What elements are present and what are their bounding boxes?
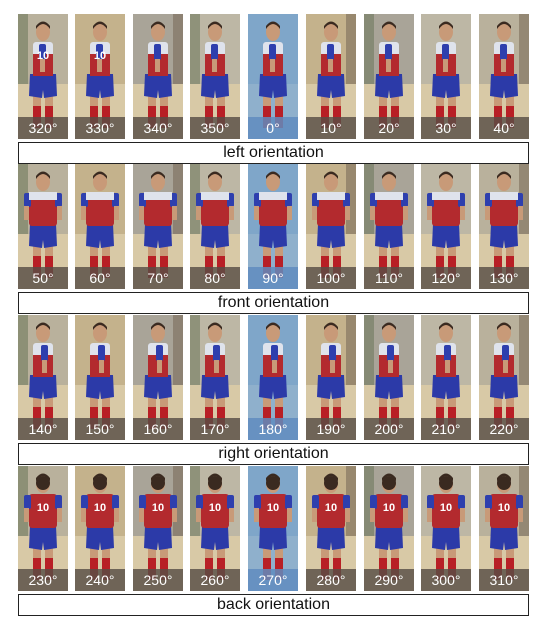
angle-label: 170° bbox=[190, 418, 240, 440]
player-view-thumbnail: 0° bbox=[248, 14, 298, 139]
player-view-thumbnail: 10° bbox=[306, 14, 356, 139]
image-row: 140° 150° 160° 170° 180° 190° 200° 210° 220° bbox=[18, 315, 529, 440]
player-view-thumbnail: 200° bbox=[364, 315, 414, 440]
angle-label: 140° bbox=[18, 418, 68, 440]
orientation-caption: right orientation bbox=[18, 443, 529, 465]
angle-label: 200° bbox=[364, 418, 414, 440]
player-view-thumbnail: 10 320° bbox=[18, 14, 68, 139]
angle-label: 310° bbox=[479, 569, 529, 591]
angle-label: 250° bbox=[133, 569, 183, 591]
player-view-thumbnail: 10 290° bbox=[364, 466, 414, 591]
player-view-thumbnail: 350° bbox=[190, 14, 240, 139]
angle-label: 350° bbox=[190, 117, 240, 139]
angle-label: 190° bbox=[306, 418, 356, 440]
player-view-thumbnail: 10 300° bbox=[421, 466, 471, 591]
angle-label: 150° bbox=[75, 418, 125, 440]
angle-label: 50° bbox=[18, 267, 68, 289]
angle-label: 320° bbox=[18, 117, 68, 139]
player-view-thumbnail: 340° bbox=[133, 14, 183, 139]
player-view-thumbnail: 110° bbox=[364, 164, 414, 289]
player-figure: 10 bbox=[133, 466, 183, 591]
jersey-number: 10 bbox=[383, 502, 395, 514]
image-row: 10 230° 10 240° 10 250° 10 260° 10 270° 10 280° 10 29… bbox=[18, 466, 529, 591]
player-view-thumbnail: 10 270° bbox=[248, 466, 298, 591]
player-view-thumbnail: 10 230° bbox=[18, 466, 68, 591]
angle-label: 120° bbox=[421, 267, 471, 289]
angle-label: 290° bbox=[364, 569, 414, 591]
player-view-thumbnail: 70° bbox=[133, 164, 183, 289]
player-view-thumbnail: 220° bbox=[479, 315, 529, 440]
angle-label: 210° bbox=[421, 418, 471, 440]
angle-label: 300° bbox=[421, 569, 471, 591]
angle-label: 100° bbox=[306, 267, 356, 289]
player-view-thumbnail: 20° bbox=[364, 14, 414, 139]
jersey-number: 10 bbox=[94, 50, 106, 62]
player-view-thumbnail: 40° bbox=[479, 14, 529, 139]
angle-label: 80° bbox=[190, 267, 240, 289]
orientation-caption: left orientation bbox=[18, 142, 529, 164]
jersey-number: 10 bbox=[37, 50, 49, 62]
angle-label: 130° bbox=[479, 267, 529, 289]
jersey-number: 10 bbox=[267, 502, 279, 514]
angle-label: 90° bbox=[248, 267, 298, 289]
player-view-thumbnail: 10 240° bbox=[75, 466, 125, 591]
player-view-thumbnail: 10 260° bbox=[190, 466, 240, 591]
jersey-number: 10 bbox=[94, 502, 106, 514]
player-view-thumbnail: 160° bbox=[133, 315, 183, 440]
angle-label: 160° bbox=[133, 418, 183, 440]
angle-label: 0° bbox=[248, 117, 298, 139]
orientation-caption: back orientation bbox=[18, 594, 529, 616]
jersey-number: 10 bbox=[37, 502, 49, 514]
angle-label: 220° bbox=[479, 418, 529, 440]
angle-label: 230° bbox=[18, 569, 68, 591]
angle-label: 340° bbox=[133, 117, 183, 139]
jersey-number: 10 bbox=[325, 502, 337, 514]
player-view-thumbnail: 80° bbox=[190, 164, 240, 289]
player-view-thumbnail: 140° bbox=[18, 315, 68, 440]
angle-label: 10° bbox=[306, 117, 356, 139]
player-view-thumbnail: 180° bbox=[248, 315, 298, 440]
orientation-caption: front orientation bbox=[18, 292, 529, 314]
angle-label: 180° bbox=[248, 418, 298, 440]
player-view-thumbnail: 130° bbox=[479, 164, 529, 289]
player-view-thumbnail: 190° bbox=[306, 315, 356, 440]
player-view-thumbnail: 120° bbox=[421, 164, 471, 289]
player-view-thumbnail: 10 330° bbox=[75, 14, 125, 139]
right-orientation-group: 140° 150° 160° 170° 180° 190° 200° 210° 220° righ… bbox=[18, 315, 529, 465]
player-view-thumbnail: 10 280° bbox=[306, 466, 356, 591]
jersey-number: 10 bbox=[209, 502, 221, 514]
jersey-number: 10 bbox=[152, 502, 164, 514]
angle-label: 280° bbox=[306, 569, 356, 591]
back-orientation-group: 10 230° 10 240° 10 250° 10 260° 10 270° 10 280° 10 29… bbox=[18, 466, 529, 616]
angle-label: 20° bbox=[364, 117, 414, 139]
player-view-thumbnail: 30° bbox=[421, 14, 471, 139]
angle-label: 270° bbox=[248, 569, 298, 591]
player-view-thumbnail: 60° bbox=[75, 164, 125, 289]
angle-label: 260° bbox=[190, 569, 240, 591]
left-orientation-group: 10 320° 10 330° 340° 350° 0° 10° 20° 30° 40° left o… bbox=[18, 14, 529, 164]
angle-label: 330° bbox=[75, 117, 125, 139]
image-row: 10 320° 10 330° 340° 350° 0° 10° 20° 30° 40° bbox=[18, 14, 529, 139]
player-view-thumbnail: 170° bbox=[190, 315, 240, 440]
player-view-thumbnail: 150° bbox=[75, 315, 125, 440]
player-view-thumbnail: 100° bbox=[306, 164, 356, 289]
angle-label: 70° bbox=[133, 267, 183, 289]
player-view-thumbnail: 10 310° bbox=[479, 466, 529, 591]
image-row: 50° 60° 70° 80° 90° 100° 110° 120° 130° bbox=[18, 164, 529, 289]
player-view-thumbnail: 10 250° bbox=[133, 466, 183, 591]
player-view-thumbnail: 90° bbox=[248, 164, 298, 289]
angle-label: 240° bbox=[75, 569, 125, 591]
player-view-thumbnail: 50° bbox=[18, 164, 68, 289]
front-orientation-group: 50° 60° 70° 80° 90° 100° 110° 120° 130° front ori… bbox=[18, 164, 529, 314]
angle-label: 30° bbox=[421, 117, 471, 139]
player-view-thumbnail: 210° bbox=[421, 315, 471, 440]
angle-label: 40° bbox=[479, 117, 529, 139]
jersey-number: 10 bbox=[498, 502, 510, 514]
jersey-number: 10 bbox=[440, 502, 452, 514]
angle-label: 110° bbox=[364, 267, 414, 289]
angle-label: 60° bbox=[75, 267, 125, 289]
